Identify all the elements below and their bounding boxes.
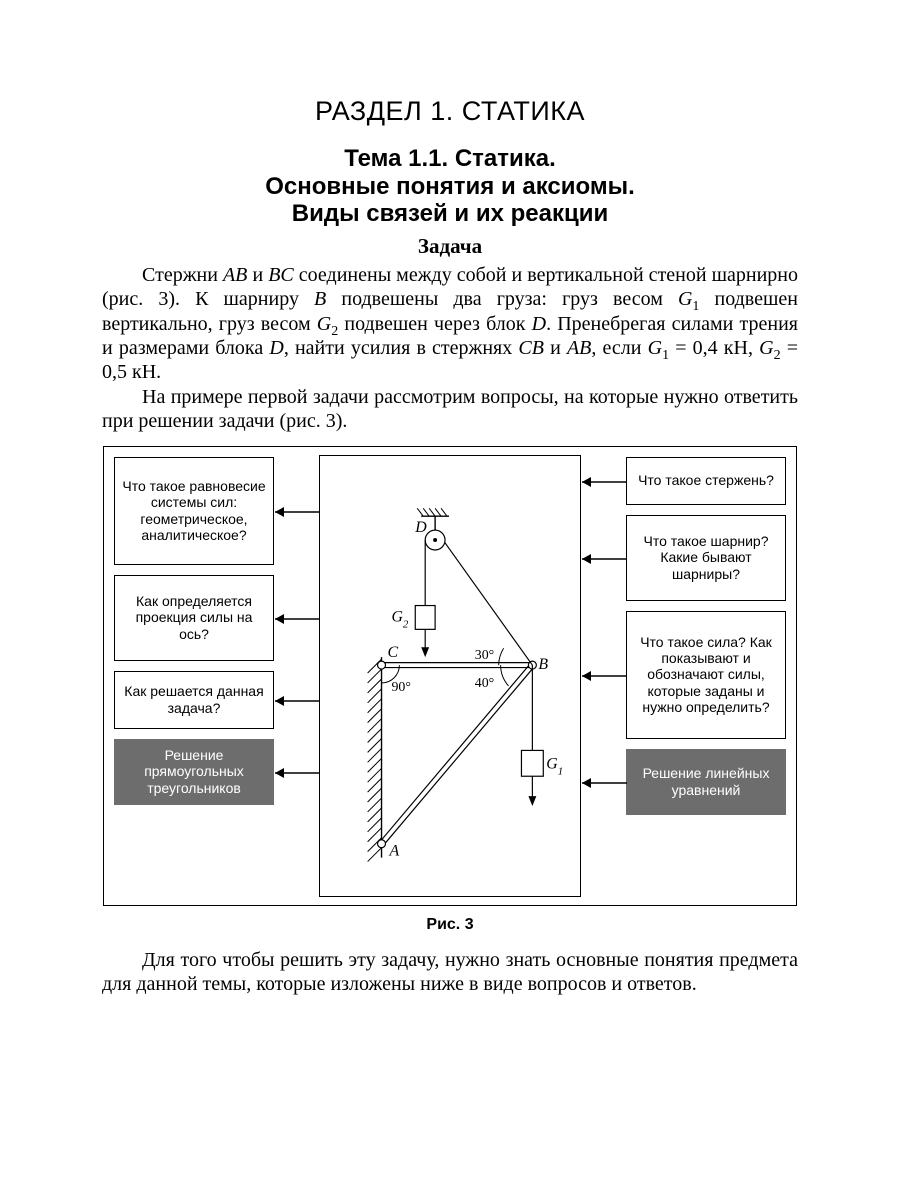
topic-title-line1: Тема 1.1. Статика. xyxy=(344,145,556,172)
task-title: Задача xyxy=(102,234,798,259)
diagram-svg: A C B D 90° 30° 40° G1 G2 xyxy=(320,456,580,896)
question-box: Решение прямоугольных треугольников xyxy=(114,739,274,805)
question-box: Как определяется проекция силы на ось? xyxy=(114,575,274,661)
problem-paragraph: Стержни AB и BC соединены между собой и … xyxy=(102,263,798,385)
svg-text:40°: 40° xyxy=(475,675,494,690)
question-box: Что такое сила? Как показывают и обознач… xyxy=(626,611,786,739)
question-box: Что такое равновесие системы сил: геомет… xyxy=(114,457,274,565)
questions-left-column: Что такое равновесие системы сил: геомет… xyxy=(114,447,274,905)
svg-text:D: D xyxy=(414,519,427,536)
svg-text:G2: G2 xyxy=(391,608,408,630)
topic-title-line3: Виды связей и их реакции xyxy=(292,200,608,227)
topic-title-line2: Основные понятия и аксиомы. xyxy=(265,173,635,200)
question-box: Как решается данная задача? xyxy=(114,671,274,729)
section-title: РАЗДЕЛ 1. СТАТИКА xyxy=(102,96,798,127)
figure-3: Что такое равновесие системы сил: геомет… xyxy=(103,446,797,906)
svg-text:30°: 30° xyxy=(475,648,494,663)
svg-text:90°: 90° xyxy=(391,679,410,694)
figure-caption: Рис. 3 xyxy=(102,916,798,934)
svg-text:A: A xyxy=(388,842,399,859)
question-box: Что такое шарнир? Какие бывают шарниры? xyxy=(626,515,786,601)
svg-text:G1: G1 xyxy=(546,755,563,777)
svg-text:B: B xyxy=(538,656,548,673)
svg-text:C: C xyxy=(387,644,398,661)
intro-paragraph: На примере первой задачи рассмотрим вопр… xyxy=(102,385,798,434)
topic-title: Тема 1.1. Статика. Основные понятия и ак… xyxy=(102,145,798,228)
question-box: Решение линейных уравнений xyxy=(626,749,786,815)
question-box: Что такое стержень? xyxy=(626,457,786,505)
page: РАЗДЕЛ 1. СТАТИКА Тема 1.1. Статика. Осн… xyxy=(0,0,900,1200)
questions-right-column: Что такое стержень? Что такое шарнир? Как… xyxy=(626,447,786,905)
mechanics-diagram: A C B D 90° 30° 40° G1 G2 xyxy=(319,455,581,897)
closing-paragraph: Для того чтобы решить эту задачу, нужно … xyxy=(102,948,798,997)
